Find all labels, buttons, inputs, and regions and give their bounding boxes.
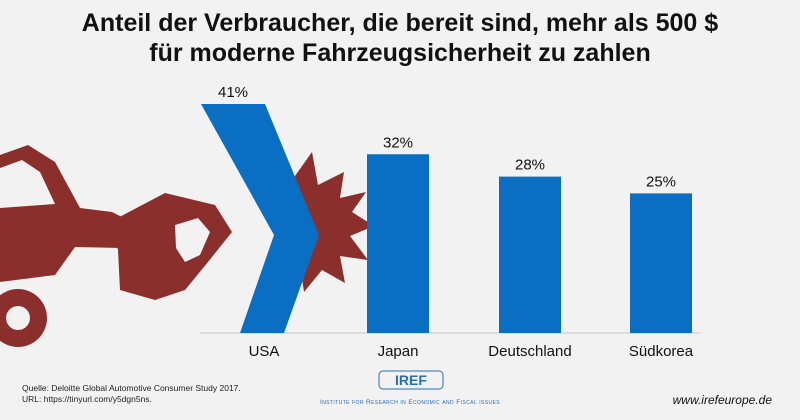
car-grille: [175, 218, 210, 262]
source-note: Quelle: Deloitte Global Automotive Consu…: [22, 383, 241, 405]
category-label-südkorea: Südkorea: [629, 343, 694, 360]
car-wheel-hub: [6, 306, 30, 330]
bar-südkorea: [630, 193, 692, 333]
category-label-usa: USA: [249, 343, 280, 360]
website-link[interactable]: www.irefeurope.de: [672, 393, 772, 407]
title-line-1: Anteil der Verbraucher, die bereit sind,…: [81, 9, 719, 37]
source-url[interactable]: URL: https://tinyurl.com/y5dgn5ns.: [22, 394, 152, 404]
logo-text: IREF: [395, 372, 427, 388]
chart-title: Anteil der Verbraucher, die bereit sind,…: [0, 8, 800, 68]
value-label-usa: 41%: [218, 84, 248, 101]
value-label-japan: 32%: [383, 134, 413, 151]
source-line-1: Quelle: Deloitte Global Automotive Consu…: [22, 383, 241, 393]
value-label-deutschland: 28%: [515, 157, 545, 174]
title-line-2: für moderne Fahrzeugsicherheit zu zahlen: [149, 39, 651, 67]
bar-deutschland: [499, 176, 561, 333]
car-hood: [110, 193, 232, 300]
iref-logo: IREF: [378, 370, 444, 390]
bar-usa: [201, 104, 319, 333]
category-label-deutschland: Deutschland: [488, 343, 571, 360]
crashed-car-illustration: [0, 145, 374, 347]
bar-japan: [367, 154, 429, 333]
car-window: [0, 160, 55, 208]
institute-name: Institute for Research in Economic and F…: [320, 399, 500, 406]
category-label-japan: Japan: [378, 343, 419, 360]
bar-series: 41% USA 32% Japan 28% Deutschland 25% Südkorea: [201, 84, 694, 360]
value-label-südkorea: 25%: [646, 173, 676, 190]
